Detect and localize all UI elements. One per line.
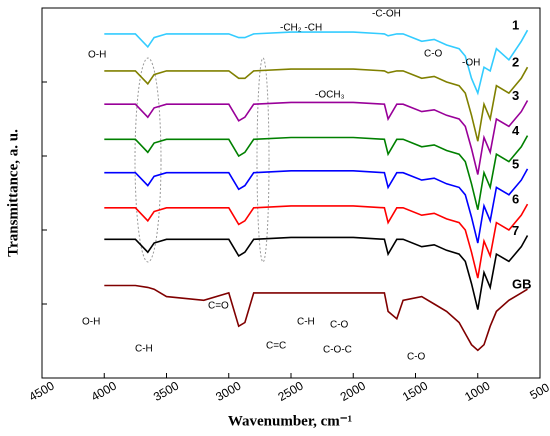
- x-tick-label: 1500: [400, 378, 430, 404]
- x-tick-label: 2000: [338, 378, 368, 404]
- series-label: 1: [512, 18, 519, 33]
- y-axis-title: Transmittance, a. u.: [5, 129, 21, 257]
- highlight-ellipse: [134, 57, 162, 263]
- annotation: -C-OH: [372, 9, 401, 20]
- series-label: 4: [512, 123, 520, 138]
- series-label: 3: [512, 88, 519, 103]
- spectrum-line: [104, 66, 529, 142]
- spectrum-line: [104, 135, 529, 210]
- series-label: 6: [512, 192, 519, 207]
- series-label: 2: [512, 55, 519, 70]
- annotation: C-H: [297, 317, 315, 328]
- x-tick-label: 1000: [462, 378, 492, 404]
- spectrum-line: [104, 235, 529, 310]
- annotation: -OCH₃: [315, 90, 345, 101]
- annotation: C-H: [135, 344, 153, 355]
- annotation: C=O: [208, 301, 229, 312]
- annotation: C=C: [266, 341, 286, 352]
- x-axis-title: Wavenumber, cm⁻¹: [228, 413, 352, 429]
- spectrum-line: [104, 100, 529, 175]
- x-tick-label: 3500: [151, 378, 181, 404]
- x-tick-label: 4000: [89, 378, 119, 404]
- x-tick-label: 2500: [276, 378, 306, 404]
- series-label: 5: [512, 156, 519, 171]
- spectrum-line: [104, 284, 528, 352]
- x-tick-label: 4500: [27, 378, 57, 404]
- spectrum-line: [104, 29, 529, 96]
- annotation: C-O: [407, 352, 426, 363]
- series-label: GB: [512, 277, 532, 292]
- x-tick-label: 3000: [213, 378, 243, 404]
- spectrum-line: [104, 203, 529, 279]
- annotation: O-H: [82, 317, 100, 328]
- annotation: C-O: [330, 320, 349, 331]
- series-label: 7: [512, 223, 519, 238]
- annotation: O-H: [88, 50, 106, 61]
- annotation: -OH: [462, 58, 480, 69]
- highlight-ellipse: [256, 57, 270, 263]
- annotation: C-O-C: [323, 345, 352, 356]
- annotation: -CH₂ -CH: [280, 23, 322, 34]
- annotation: C-O: [424, 49, 443, 60]
- x-tick-label: 500: [527, 380, 550, 402]
- spectrum-line: [104, 168, 529, 244]
